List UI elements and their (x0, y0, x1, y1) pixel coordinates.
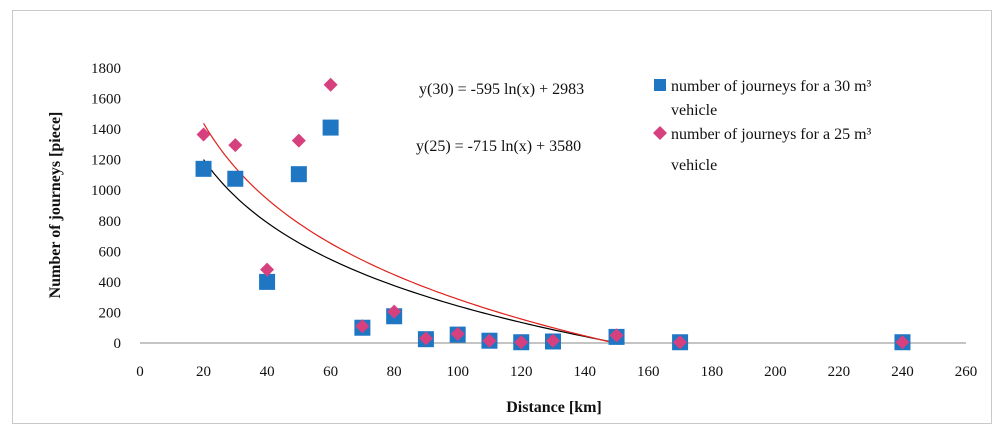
x-tick-label: 160 (637, 364, 660, 380)
point-30m3 (195, 160, 212, 177)
point-25m3 (482, 333, 497, 348)
point-25m3 (418, 331, 433, 346)
point-30m3 (290, 166, 307, 183)
point-30m3 (322, 119, 339, 136)
legend: number of journeys for a 30 m³ vehicle n… (653, 78, 872, 174)
x-tick-label: 40 (260, 364, 275, 380)
y-tick-label: 1400 (91, 122, 121, 138)
x-tick-labels: 0 20 40 60 80 100 120 140 160 180 200 220 240 260 (136, 364, 977, 380)
point-25m3 (609, 328, 624, 343)
point-25m3 (387, 304, 402, 319)
x-tick-label: 260 (955, 364, 978, 380)
x-tick-label: 200 (764, 364, 787, 380)
y-tick-label: 1600 (91, 92, 121, 108)
y-tick-label: 0 (114, 336, 122, 352)
point-25m3 (450, 326, 465, 341)
y-tick-label: 400 (99, 275, 122, 291)
trendlines (203, 122, 611, 343)
y-tick-label: 600 (99, 244, 122, 260)
y-tick-label: 1200 (91, 153, 121, 169)
trendline-25-equation: y(25) = -715 ln(x) + 3580 (416, 138, 581, 155)
y-tick-label: 200 (99, 305, 122, 321)
point-30m3 (227, 170, 244, 187)
point-25m3 (895, 335, 910, 350)
point-25m3 (546, 333, 560, 348)
x-tick-label: 100 (446, 364, 469, 380)
data-points (195, 77, 911, 351)
x-tick-label: 240 (891, 364, 914, 380)
point-30m3 (259, 273, 276, 290)
y-axis-title: Number of journeys [piece] (47, 112, 64, 299)
legend-marker-30 (654, 79, 666, 91)
point-25m3 (323, 77, 338, 92)
trendline-30 (203, 159, 611, 343)
point-25m3 (260, 262, 275, 277)
legend-label-25-line2: vehicle (671, 157, 717, 174)
legend-label-25-line1: number of journeys for a 25 m³ (671, 126, 872, 143)
point-25m3 (514, 335, 529, 350)
legend-marker-25 (653, 126, 667, 140)
y-tick-label: 1800 (91, 61, 121, 77)
point-25m3 (196, 127, 211, 142)
x-tick-label: 220 (828, 364, 851, 380)
trendline-25 (203, 122, 611, 343)
legend-label-30-line2: vehicle (671, 102, 717, 119)
trendline-30-equation: y(30) = -595 ln(x) + 2983 (419, 81, 584, 98)
x-tick-label: 20 (196, 364, 211, 380)
x-tick-label: 180 (701, 364, 724, 380)
legend-label-30-line1: number of journeys for a 30 m³ (671, 78, 872, 95)
y-tick-label: 1000 (91, 183, 121, 199)
x-tick-label: 0 (136, 364, 144, 380)
point-25m3 (355, 319, 370, 334)
x-tick-label: 140 (574, 364, 597, 380)
y-tick-labels: 0 200 400 600 800 1000 1200 1400 1600 1800 (91, 61, 121, 352)
x-tick-label: 60 (323, 364, 338, 380)
point-25m3 (228, 138, 243, 153)
x-axis-title: Distance [km] (506, 399, 602, 416)
x-tick-label: 120 (510, 364, 533, 380)
chart-frame (12, 10, 992, 424)
point-25m3 (673, 335, 688, 350)
point-25m3 (291, 133, 306, 148)
y-tick-label: 800 (99, 214, 122, 230)
x-tick-label: 80 (387, 364, 402, 380)
